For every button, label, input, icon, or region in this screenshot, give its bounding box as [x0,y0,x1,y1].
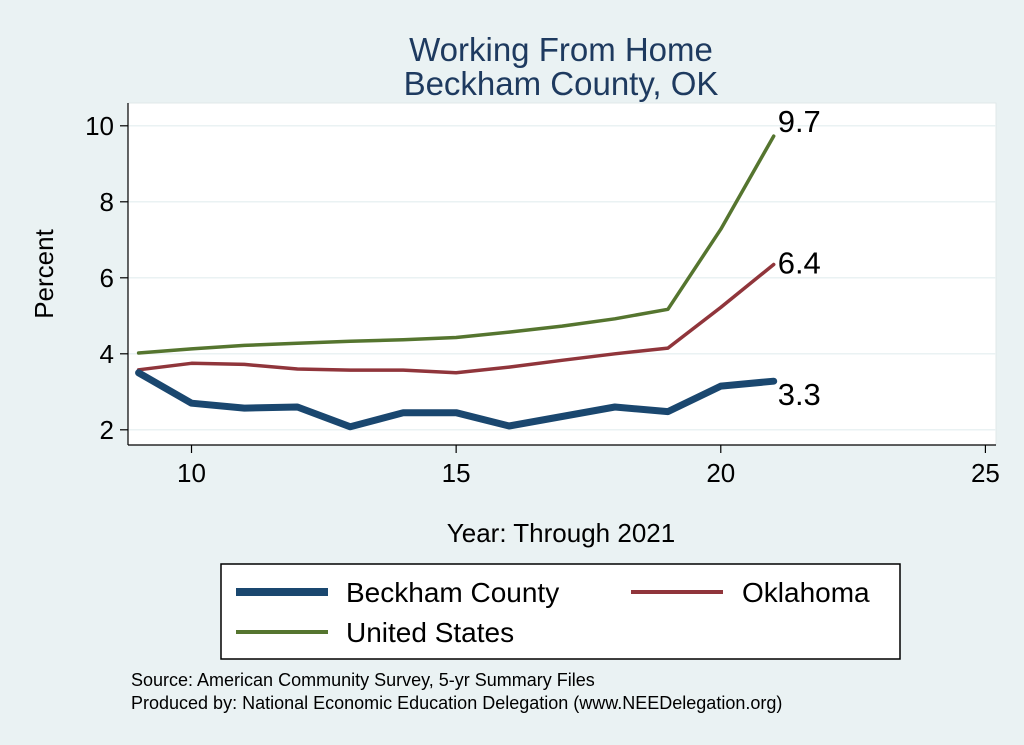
legend-box [220,563,901,660]
legend-label-united-states: United States [346,617,514,648]
legend: Beckham County Oklahoma United States [236,577,870,648]
axes: 2 4 6 8 10 10 15 20 25 [85,103,1000,488]
x-tick-label-20: 20 [706,458,735,488]
series-line-beckham-county [135,369,778,431]
chart-title-line-2: Beckham County, OK [404,65,719,102]
x-tick-label-10: 10 [177,458,206,488]
x-axis-title: Year: Through 2021 [447,518,675,548]
legend-label-beckham-county: Beckham County [346,577,559,608]
producer-note: Produced by: National Economic Education… [131,693,782,713]
plot-area [127,102,997,446]
end-label-united-states: 9.7 [778,104,821,139]
end-label-oklahoma: 6.4 [778,246,821,281]
series-line-united-states [136,134,776,355]
y-tick-label-6: 6 [100,263,114,293]
end-label-beckham-county: 3.3 [778,377,821,412]
gridlines [128,125,996,431]
y-tick-label-4: 4 [100,339,114,369]
y-axis-title: Percent [29,228,59,318]
series-layer [135,134,778,431]
source-note: Source: American Community Survey, 5-yr … [131,670,595,690]
y-tick-label-10: 10 [85,111,114,141]
legend-label-oklahoma: Oklahoma [742,577,870,608]
y-tick-label-8: 8 [100,187,114,217]
x-tick-label-25: 25 [971,458,1000,488]
end-labels: 3.3 6.4 9.7 [778,104,821,412]
series-line-oklahoma [136,262,776,375]
chart-title-line-1: Working From Home [409,31,713,68]
y-tick-label-2: 2 [100,415,114,445]
x-tick-label-15: 15 [442,458,471,488]
